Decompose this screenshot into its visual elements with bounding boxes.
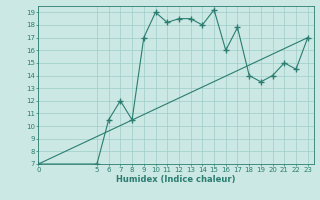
X-axis label: Humidex (Indice chaleur): Humidex (Indice chaleur)	[116, 175, 236, 184]
